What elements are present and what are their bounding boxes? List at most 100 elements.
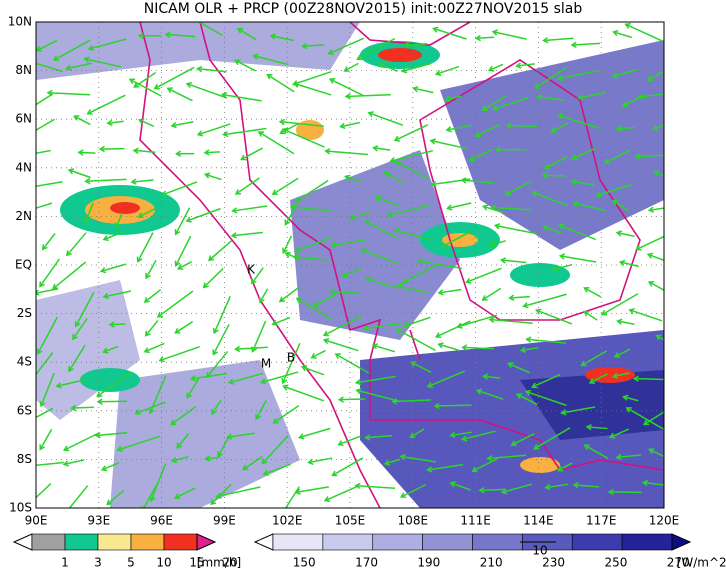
- wind-arrow: [153, 66, 195, 90]
- wind-arrow: [128, 78, 162, 97]
- wind-arrow: [524, 389, 567, 407]
- wind-arrow: [84, 177, 127, 185]
- wind-arrow: [344, 93, 391, 100]
- wind-arrow: [434, 65, 460, 76]
- wind-arrow: [62, 432, 99, 452]
- wind-arrow: [635, 235, 664, 251]
- wind-arrow: [570, 178, 595, 186]
- colorbars: 135101520[mm/h]150170190210230250270290[…: [12, 533, 726, 570]
- wind-arrow: [65, 62, 92, 71]
- wind-arrow: [646, 252, 664, 262]
- wind-arrow: [491, 96, 529, 112]
- wind-arrow: [416, 258, 462, 270]
- lon-label: 93E: [87, 514, 110, 528]
- wind-arrow: [278, 286, 300, 303]
- wind-arrow: [164, 31, 196, 38]
- colorbar-label: 270: [667, 556, 690, 570]
- wind-arrow: [116, 435, 160, 452]
- lon-label: 117E: [586, 514, 617, 528]
- lon-label: 105E: [335, 514, 366, 528]
- wind-arrow: [293, 236, 332, 254]
- wind-arrow: [499, 257, 527, 264]
- colorbar-label: 10: [156, 556, 171, 570]
- wind-arrow: [475, 388, 504, 400]
- wind-arrow: [556, 69, 601, 82]
- wind-arrow: [600, 293, 639, 316]
- wind-arrow: [39, 258, 60, 288]
- wind-arrow: [348, 211, 370, 221]
- wind-arrow: [36, 483, 52, 499]
- wind-arrow: [108, 321, 126, 328]
- wind-arrow: [474, 34, 494, 42]
- wind-arrow: [389, 149, 434, 164]
- lon-label: 108E: [398, 514, 429, 528]
- wind-arrow: [240, 147, 264, 161]
- wind-arrow: [137, 118, 155, 127]
- colorbar-label: 170: [355, 556, 378, 570]
- wind-arrow: [486, 454, 527, 462]
- colorbar-label: 210: [480, 556, 503, 570]
- wind-arrow: [234, 345, 268, 353]
- wind-arrow: [220, 91, 262, 102]
- wind-arrow: [241, 455, 263, 471]
- wind-arrow: [343, 62, 359, 72]
- wind-arrow: [577, 92, 606, 101]
- wind-arrow: [212, 324, 230, 356]
- wind-arrow: [471, 457, 499, 473]
- wind-arrow: [608, 428, 630, 439]
- wind-arrow: [300, 365, 325, 376]
- wind-arrow: [41, 233, 56, 251]
- colorbar-label: 250: [604, 556, 627, 570]
- wind-arrow: [207, 239, 233, 262]
- wind-arrow: [262, 463, 291, 476]
- lat-label: EQ: [15, 258, 32, 272]
- wind-arrow: [399, 453, 436, 463]
- wind-arrow: [189, 372, 228, 382]
- wind-arrow: [210, 483, 232, 506]
- wind-arrow: [507, 362, 531, 374]
- wind-arrow: [323, 485, 358, 503]
- wind-arrow: [212, 296, 231, 335]
- wind-arrow: [391, 398, 431, 405]
- wind-arrow: [83, 56, 122, 68]
- wind-arrow: [331, 457, 364, 477]
- wind-arrow: [429, 138, 467, 150]
- wind-arrow: [52, 39, 91, 62]
- wind-arrow: [622, 394, 639, 402]
- wind-arrow: [272, 405, 300, 424]
- wind-arrow: [440, 230, 473, 248]
- wind-arrow: [343, 174, 363, 183]
- wind-arrow: [531, 190, 569, 207]
- wind-arrow: [137, 32, 162, 40]
- lon-label: 96E: [150, 514, 173, 528]
- wind-arrow: [292, 254, 328, 261]
- wind-arrow: [460, 430, 496, 442]
- wind-arrow: [87, 38, 127, 52]
- wind-arrow: [612, 29, 632, 39]
- wind-arrow: [557, 113, 600, 129]
- lon-label: 99E: [213, 514, 236, 528]
- wind-arrow: [68, 485, 89, 508]
- colorbar-cell: [97, 533, 132, 551]
- wind-arrow: [185, 207, 221, 223]
- wind-arrow: [170, 121, 194, 129]
- wind-arrow: [144, 319, 159, 337]
- colorbar-cell: [130, 533, 165, 551]
- wind-arrow: [432, 26, 467, 40]
- wind-arrow: [74, 292, 95, 328]
- station-markers: K M B: [247, 263, 295, 371]
- wind-arrow: [433, 402, 472, 410]
- wind-arrow: [500, 483, 533, 495]
- wind-arrow: [519, 346, 539, 354]
- wind-arrow: [176, 261, 192, 270]
- wind-arrow: [364, 276, 395, 289]
- lon-label: 114E: [523, 514, 554, 528]
- wind-arrow: [583, 444, 609, 459]
- wind-arrow: [307, 457, 333, 465]
- wind-arrow: [310, 349, 326, 359]
- wind-arrow: [252, 53, 289, 66]
- wind-arrow: [282, 235, 293, 255]
- wind-arrow: [611, 372, 630, 379]
- wind-arrow: [446, 202, 472, 211]
- wind-arrow: [312, 293, 336, 308]
